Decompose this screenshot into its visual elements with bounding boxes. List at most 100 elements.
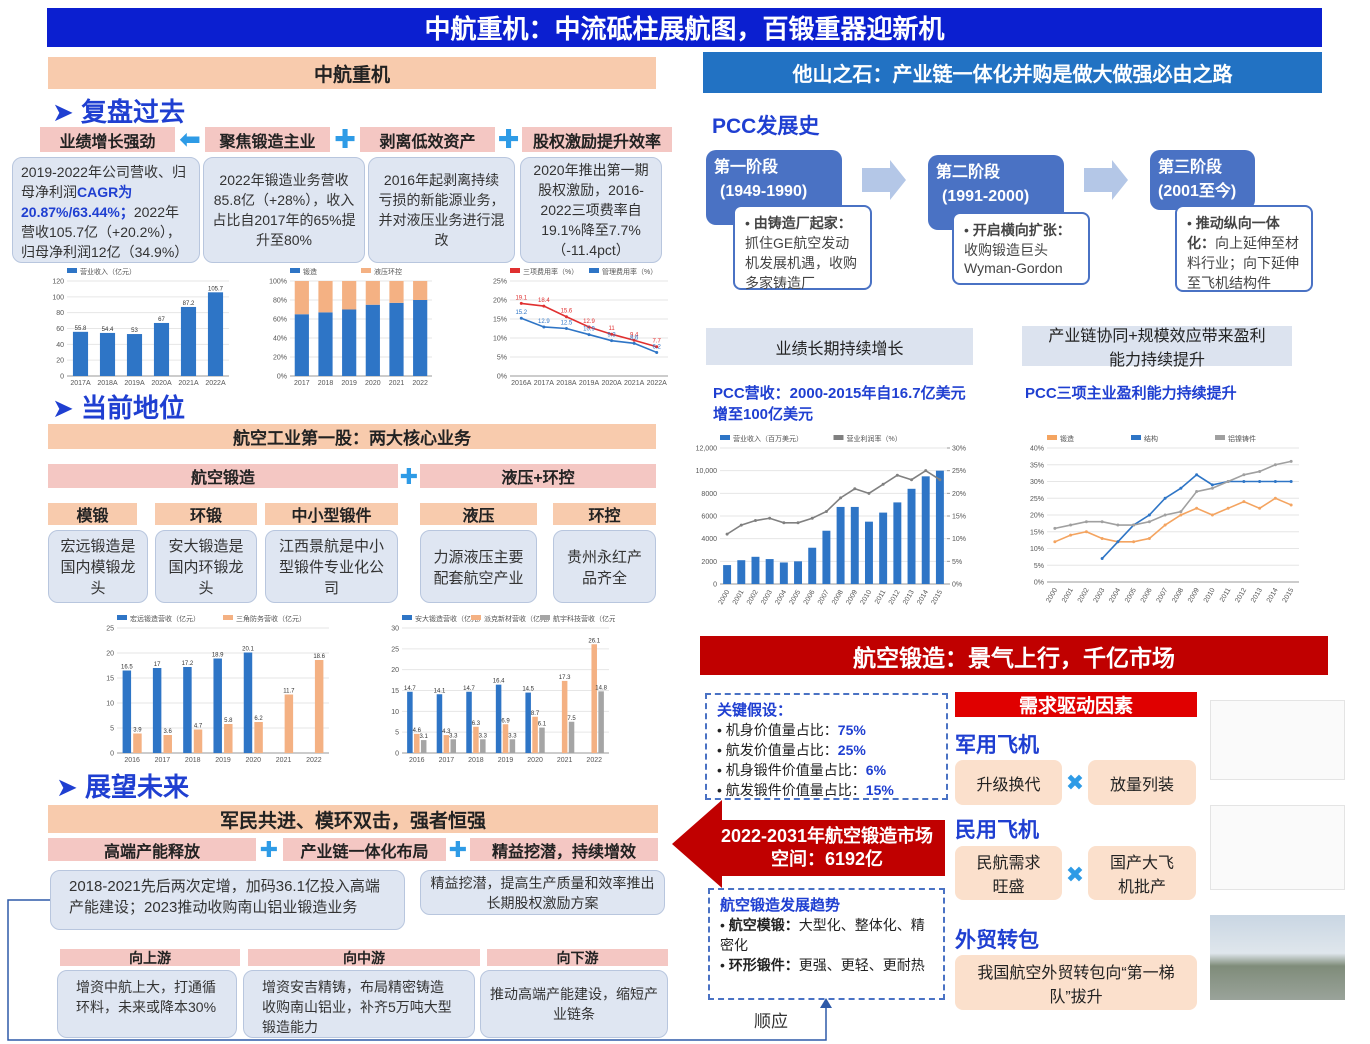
data-label: 3.6 [164, 729, 173, 735]
title: 中航重机：中流砥柱展航图，百锻重器迎新机 [47, 8, 1322, 47]
text-box: 增资中航上大，打通循环料，未来或降本30% [57, 970, 237, 1038]
bar [123, 671, 131, 754]
thumbnail-chart [1210, 700, 1345, 780]
tag: 股权激励提升效率 [522, 127, 672, 152]
x-tick-label: 2014 [1266, 587, 1280, 604]
desc: 安大锻造是国内环锻龙头 [155, 530, 257, 603]
line-point [1053, 540, 1056, 543]
text-box: 2019-2022年公司营收、归母净利润CAGR为20.87%/63.44%；2… [12, 157, 200, 263]
line-point [1179, 514, 1182, 517]
line-point [520, 302, 523, 305]
plus-icon: ✚ [331, 124, 359, 154]
y-tick-label: 5 [395, 730, 399, 737]
note: • 由铸造厂起家：抓住GE航空发动机发展机遇，收购多家铸造厂 [733, 205, 872, 290]
y-tick-label: 25 [391, 646, 399, 653]
subtitle: PCC营收：2000-2015年自16.7亿美元增至100亿美元 [713, 382, 973, 424]
driver: 国产大飞机批产 [1088, 846, 1196, 900]
x-tick-label: 2000 [1045, 587, 1059, 604]
trend-list: • 航空模锻：大型化、整体化、精密化• 环形锻件：更强、更轻、更耐热 [720, 915, 933, 975]
tag: 业绩增长强劲 [40, 127, 175, 152]
x-tick-label: 2018 [318, 380, 334, 387]
text-box: 增资安吉精铸，布局精密铸造收购南山铝业，补齐5万吨大型锻造能力 [243, 970, 475, 1038]
bar [598, 691, 604, 753]
y-tick-label: 5 [110, 726, 114, 733]
list-item: • 机身价值量占比：75% [717, 720, 936, 740]
item: 中小型锻件 [265, 503, 398, 525]
line [1055, 498, 1291, 542]
x-tick-label: 2013 [902, 589, 916, 606]
line-point [1195, 507, 1198, 510]
x-tick-label: 2021 [557, 757, 573, 764]
line-point [754, 519, 757, 522]
chart: 锻造液压环控0%20%40%60%80%100%2017201820192020… [258, 265, 438, 390]
y-tick-label: 25 [106, 626, 114, 633]
data-label: 14.7 [463, 686, 475, 692]
tag: 产业链一体化布局 [283, 838, 446, 861]
times-icon: ✖ [1062, 765, 1088, 801]
data-label: 3.3 [479, 733, 488, 739]
y-tick-label: 8000 [701, 491, 717, 498]
text-run: 更强、更轻、更耐热 [799, 957, 925, 973]
line-point [1258, 470, 1261, 473]
x-tick-label: 2018A [556, 380, 577, 387]
y2-tick-label: 0% [952, 582, 962, 589]
chart: 三项费用率（%）管理费用率（%）0%5%10%15%20%25%2016A201… [478, 265, 674, 390]
desc: 贵州永红产品齐全 [553, 530, 656, 603]
y-tick-label: 20% [1030, 513, 1044, 520]
bar [794, 561, 802, 584]
x-tick-label: 2013 [1250, 587, 1264, 604]
plus-icon: ✚ [495, 124, 522, 154]
line-point [1242, 480, 1245, 483]
list-item: • 航发价值量占比：25% [717, 740, 936, 760]
chart: 安大锻造营收（亿元）派克新材营收（亿元）航宇科技营收（亿元）0510152025… [370, 612, 615, 767]
stage: 第三阶段(2001至今) [1150, 150, 1255, 210]
line-point [1164, 514, 1167, 517]
x-tick-label: 2006 [803, 589, 817, 606]
x-tick-label: 2011 [1219, 587, 1233, 604]
bar [480, 739, 486, 753]
line-point [1211, 483, 1214, 486]
y-tick-label: 12,000 [696, 446, 718, 453]
line-point [882, 483, 885, 486]
x-tick-label: 2019 [341, 380, 357, 387]
x-tick-label: 2017A [70, 380, 91, 387]
line-point [1053, 527, 1056, 530]
text-box: 2018-2021先后两次定增，加码36.1亿投入高端产能建设；2023推动收购… [50, 870, 405, 930]
text-run: 环形锻件： [729, 957, 799, 973]
line-point [1148, 520, 1151, 523]
x-tick-label: 2004 [774, 589, 788, 606]
x-tick-label: 2016 [124, 757, 140, 764]
y-tick-label: 35% [1030, 462, 1044, 469]
tag: 向上游 [60, 949, 240, 966]
bar [318, 281, 332, 312]
page: 中航重机：中流砥柱展航图，百锻重器迎新机 中航重机 ➤ 复盘过去 业绩增长强劲 … [0, 0, 1370, 1044]
x-tick-label: 2017 [439, 757, 455, 764]
x-tick-label: 2020A [601, 380, 622, 387]
line-point [610, 339, 613, 342]
x-tick-label: 2001 [1061, 587, 1075, 604]
bar [295, 281, 309, 314]
bar [936, 471, 944, 584]
line-point [1069, 524, 1072, 527]
line-point [1179, 510, 1182, 513]
x-tick-label: 2022 [306, 757, 322, 764]
driver-heading: 外贸转包 [955, 924, 1039, 954]
arrow-icon: ⬅ [176, 124, 204, 154]
bar [254, 722, 262, 753]
data-label: 18.9 [212, 653, 224, 659]
desc: 宏远锻造是国内模锻龙头 [48, 530, 148, 603]
line-point [1195, 490, 1198, 493]
legend-swatch [290, 268, 300, 273]
line-point [782, 521, 785, 524]
bar [366, 281, 380, 305]
y-tick-label: 0% [277, 374, 287, 381]
data-label: 9.3 [607, 333, 616, 339]
trends: 航空锻造发展趋势 • 航空模锻：大型化、整体化、精密化• 环形锻件：更强、更轻、… [708, 888, 945, 1000]
group: 航空锻造 [48, 464, 398, 488]
note: • 推动纵向一体化：向上延伸至材料行业；向下延伸至飞机结构件 [1175, 205, 1313, 292]
line-point [633, 342, 636, 345]
bar [100, 333, 115, 376]
bar [879, 513, 887, 584]
bar [751, 557, 759, 584]
x-tick-label: 2017 [155, 757, 171, 764]
